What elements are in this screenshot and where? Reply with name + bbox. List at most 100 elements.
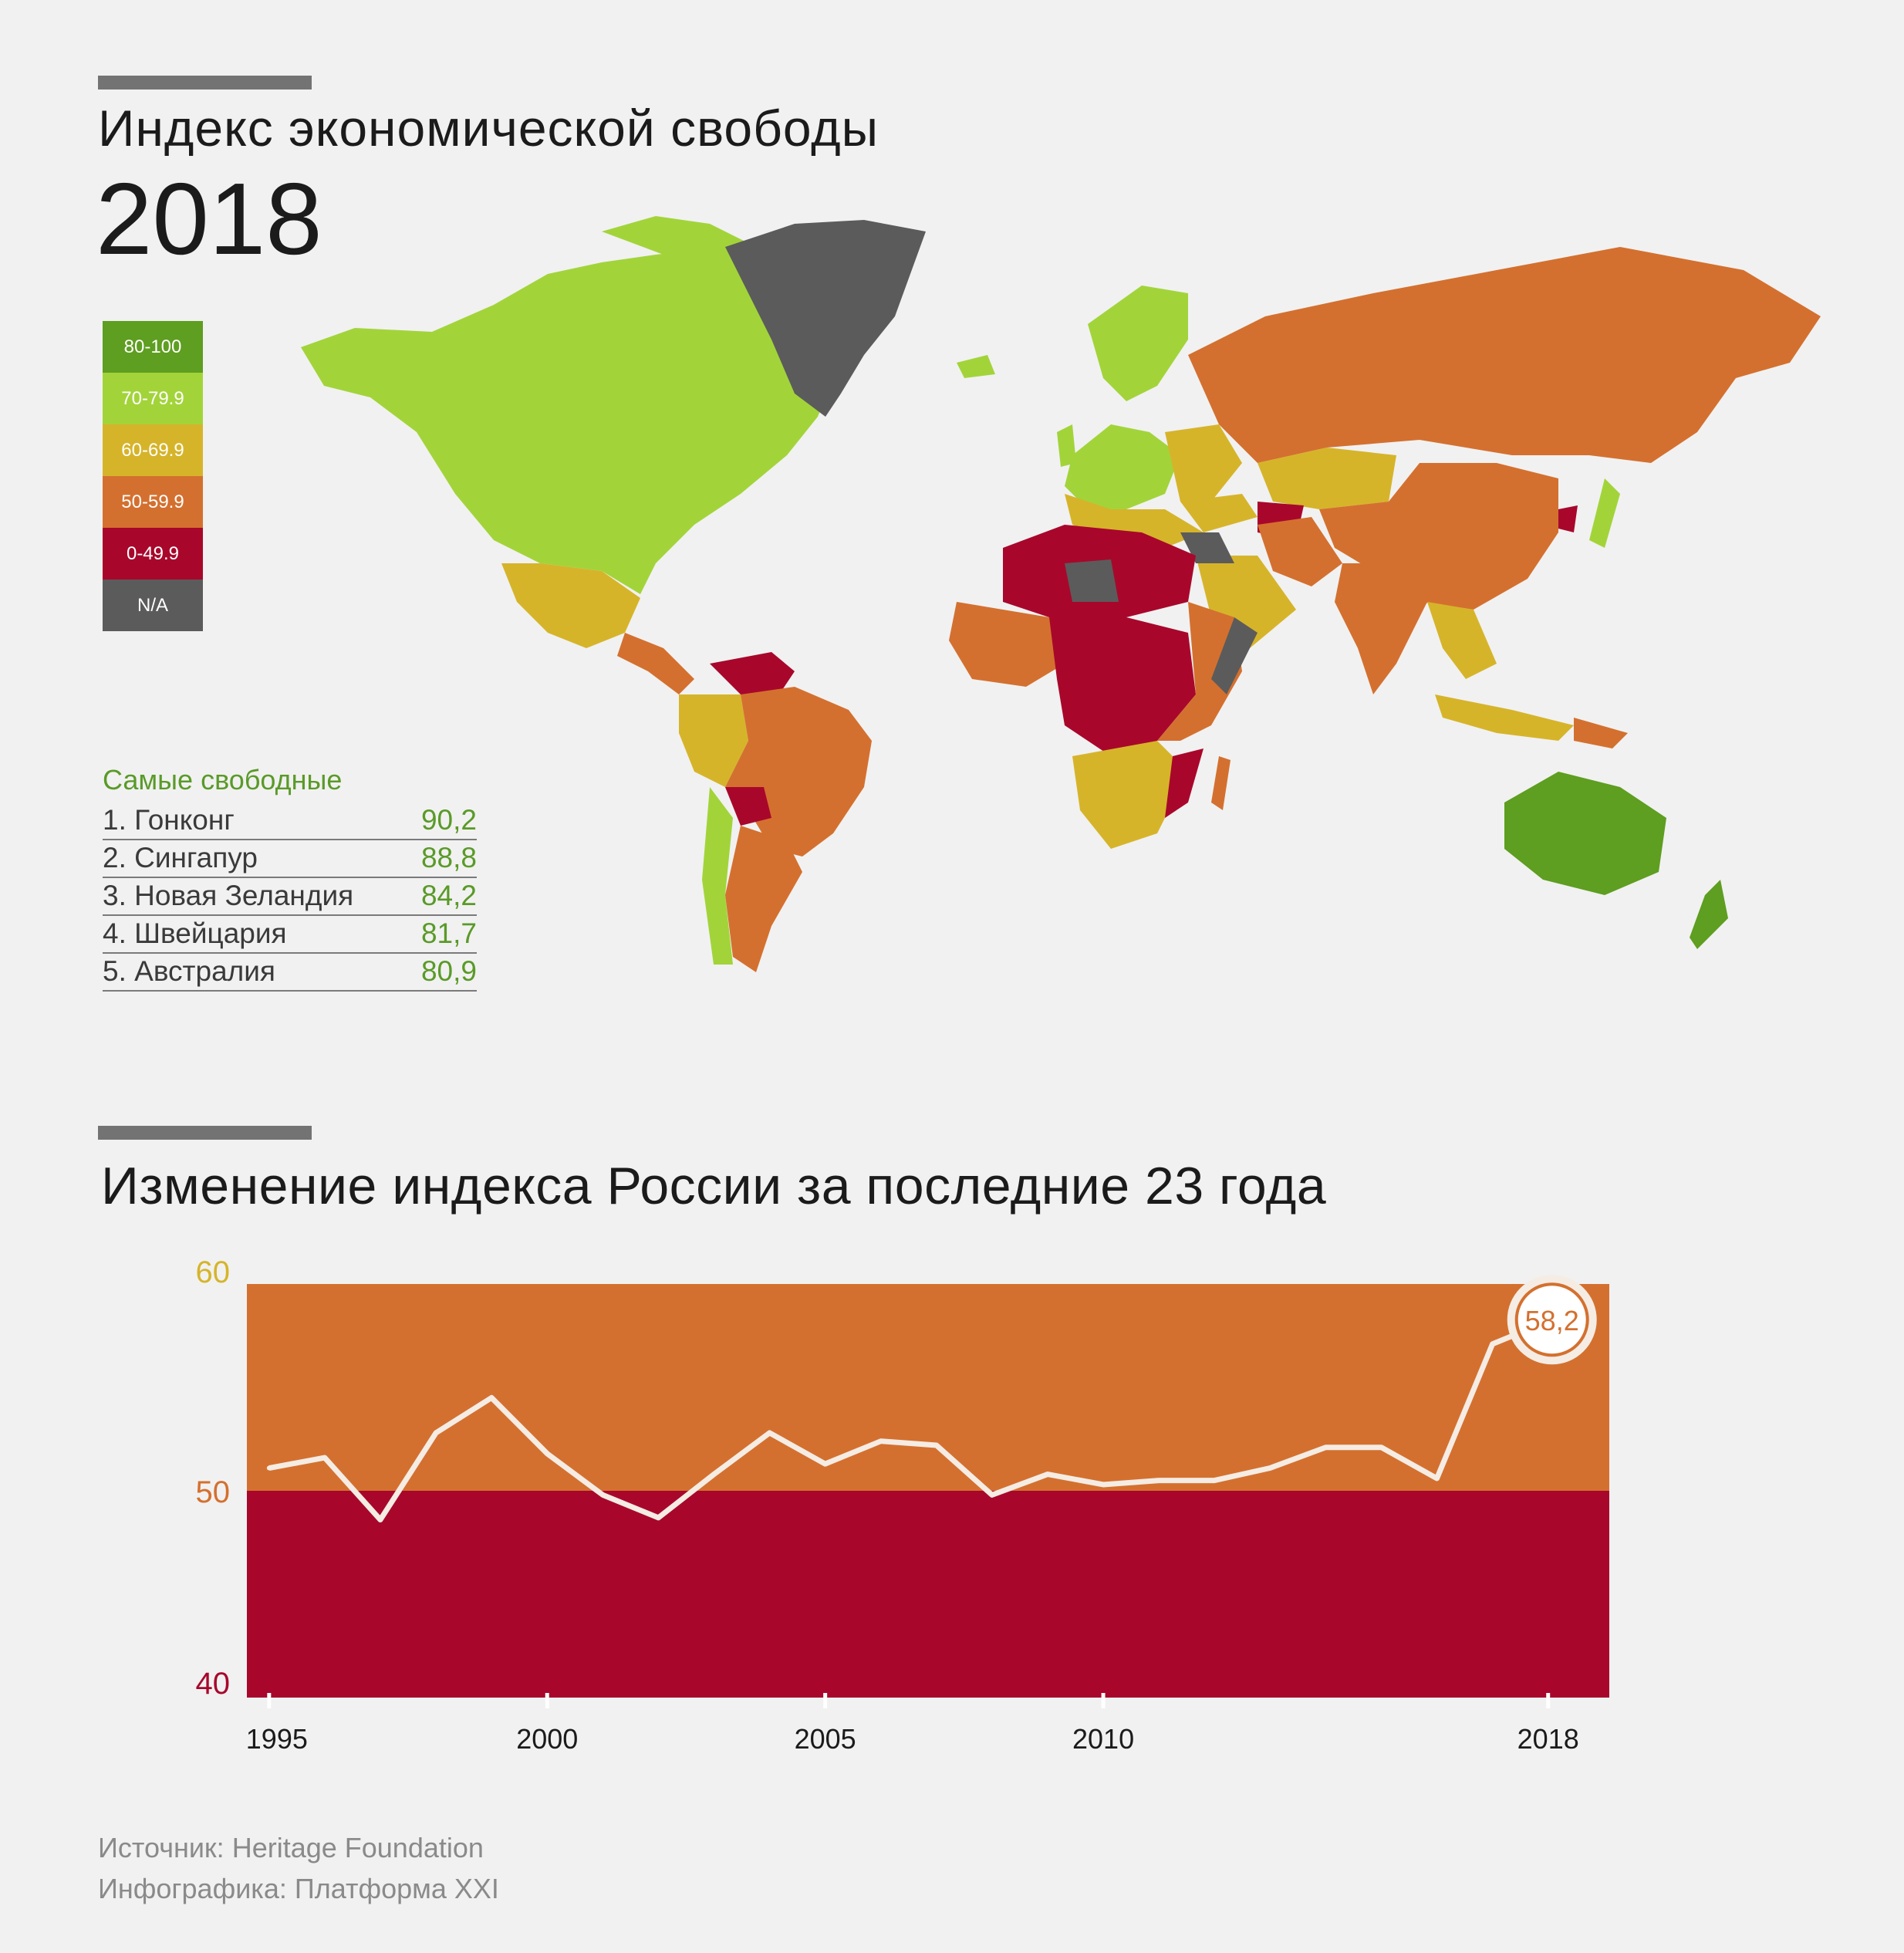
- y-tick-label: 40: [196, 1667, 231, 1701]
- map-bolivia: [725, 787, 771, 826]
- highlight-inner: [1517, 1286, 1586, 1354]
- map-greenland: [725, 220, 926, 417]
- map-venezuela: [710, 652, 795, 694]
- map-western-europe: [1065, 424, 1180, 509]
- map-colombia-peru: [679, 694, 748, 787]
- data-point: [1434, 1475, 1440, 1481]
- data-point: [822, 1461, 828, 1467]
- legend-item-80-100: 80-100: [103, 321, 203, 373]
- data-point: [1268, 1465, 1273, 1471]
- source-text: Источник: Heritage Foundation: [98, 1832, 484, 1863]
- map-scandinavia: [1088, 286, 1188, 401]
- map-uk: [1057, 424, 1076, 467]
- legend-item-70-79: 70-79.9: [103, 373, 203, 424]
- data-point: [933, 1443, 939, 1448]
- map-north-america: [301, 247, 833, 594]
- freest-row: 3. Новая Зеландия 84,2: [103, 880, 477, 916]
- data-point: [989, 1492, 994, 1498]
- x-tick-label: 2018: [1517, 1723, 1579, 1755]
- data-point: [1156, 1478, 1162, 1483]
- data-point: [545, 1451, 550, 1456]
- map-mozambique: [1165, 748, 1204, 818]
- map-argentina: [725, 826, 802, 972]
- map-southeast-asia: [1427, 602, 1497, 679]
- freest-title: Самые свободные: [103, 764, 343, 796]
- y-tick-label: 50: [196, 1475, 231, 1509]
- map-central-africa: [1049, 617, 1196, 756]
- legend-item-50-59: 50-59.9: [103, 476, 203, 528]
- country-name: 3. Новая Зеландия: [103, 880, 354, 911]
- credit-text: Инфографика: Платформа XXI: [98, 1873, 499, 1904]
- y-tick-label: 60: [196, 1255, 231, 1289]
- bottom-section-rule: [98, 1126, 312, 1140]
- data-point: [1101, 1482, 1106, 1487]
- legend-item-0-49: 0-49.9: [103, 528, 203, 579]
- footer: Источник: Heritage Foundation Инфографик…: [98, 1827, 499, 1909]
- freest-row: 2. Сингапур 88,8: [103, 842, 477, 878]
- data-point: [322, 1455, 327, 1461]
- map-central-america: [617, 633, 694, 694]
- year-heading: 2018: [96, 162, 322, 275]
- country-score: 90,2: [420, 804, 477, 836]
- map-somalia: [1211, 617, 1258, 694]
- data-point: [1323, 1444, 1328, 1450]
- map-east-africa: [1157, 602, 1242, 741]
- freest-row: 1. Гонконг 90,2: [103, 804, 477, 840]
- map-chile: [702, 787, 733, 965]
- map-southern-africa: [1072, 741, 1188, 849]
- data-point: [1045, 1472, 1050, 1477]
- country-score: 84,2: [420, 880, 477, 911]
- map-arctic-islands: [602, 216, 756, 262]
- top-section-rule: [98, 76, 312, 90]
- map-png: [1574, 718, 1628, 748]
- data-point: [767, 1430, 772, 1435]
- chart-band-0: [247, 1284, 1609, 1491]
- x-tick-label: 2000: [516, 1723, 578, 1755]
- x-tick-label: 2010: [1072, 1723, 1134, 1755]
- series-line: [268, 1319, 1550, 1523]
- country-name: 4. Швейцария: [103, 917, 287, 949]
- map-turkey: [1180, 494, 1258, 532]
- legend-item-60-69: 60-69.9: [103, 424, 203, 476]
- map-libya: [1065, 559, 1119, 602]
- chart-band-1: [247, 1491, 1609, 1698]
- russia-index-chart: 60 50 40 1995 2000 2005 2010 2018 58,2: [196, 1255, 1609, 1755]
- country-score: 80,9: [420, 955, 477, 987]
- map-kazakhstan: [1258, 448, 1396, 509]
- x-tick-label: 1995: [246, 1723, 308, 1755]
- data-point: [1379, 1444, 1384, 1450]
- map-russia: [1188, 247, 1821, 463]
- country-score: 88,8: [420, 842, 477, 873]
- data-point: [600, 1492, 606, 1498]
- data-point: [377, 1517, 383, 1522]
- map-mexico: [501, 563, 640, 648]
- data-point: [1490, 1341, 1495, 1346]
- map-iran: [1258, 517, 1342, 586]
- country-name: 1. Гонконг: [103, 804, 235, 836]
- map-japan: [1589, 478, 1620, 548]
- map-madagascar: [1211, 756, 1231, 810]
- map-north-korea: [1558, 505, 1578, 532]
- x-tick-label: 2005: [795, 1723, 856, 1755]
- map-australia: [1504, 772, 1666, 895]
- country-name: 2. Сингапур: [103, 842, 258, 873]
- map-west-africa: [949, 602, 1065, 687]
- map-iceland: [957, 355, 995, 378]
- data-point: [656, 1515, 661, 1520]
- legend-item-na: N/A: [103, 579, 203, 631]
- freest-countries-list: Самые свободные 1. Гонконг 90,2 2. Сингап…: [103, 764, 477, 993]
- world-map: [301, 216, 1821, 972]
- country-name: 5. Австралия: [103, 955, 275, 987]
- data-point: [489, 1395, 495, 1401]
- freest-row: 5. Австралия 80,9: [103, 955, 477, 992]
- data-point: [711, 1472, 717, 1477]
- data-point: [878, 1438, 883, 1444]
- map-indonesia: [1435, 694, 1574, 741]
- freest-row: 4. Швейцария 81,7: [103, 917, 477, 954]
- data-point: [1212, 1478, 1217, 1483]
- map-new-zealand: [1690, 880, 1728, 949]
- page-title: Индекс экономической свободы: [98, 100, 879, 157]
- highlight-value-label: 58,2: [1525, 1305, 1579, 1336]
- country-score: 81,7: [420, 917, 477, 949]
- map-india: [1335, 563, 1427, 694]
